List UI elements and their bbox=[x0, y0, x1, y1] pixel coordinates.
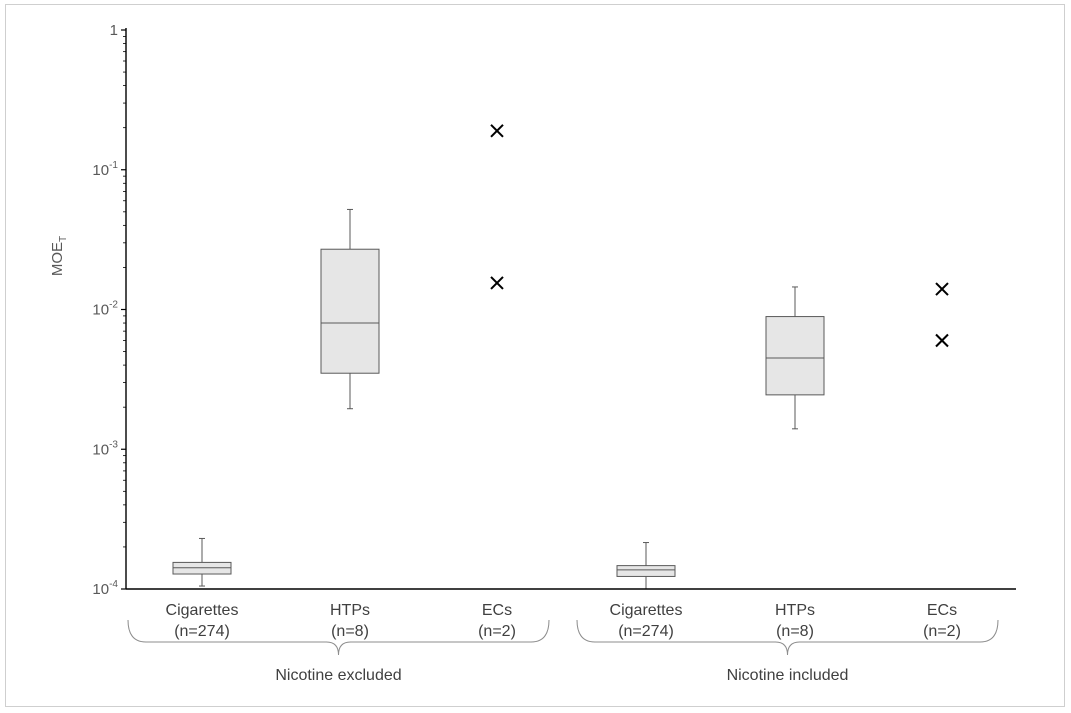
plot-area bbox=[172, 124, 949, 590]
category-labels: Cigarettes (n=274) HTPs (n=8) ECs (n=2) Cigare… bbox=[166, 602, 961, 640]
chart-frame bbox=[5, 4, 1065, 707]
group-braces: Nicotine excluded Nicotine included bbox=[127, 619, 999, 684]
svg-text:MOET: MOET bbox=[49, 236, 69, 276]
category-n-label: (n=8) bbox=[331, 623, 369, 640]
data-point-x-marker bbox=[490, 276, 504, 290]
marker-stroke bbox=[935, 282, 949, 296]
y-axis-title-sub: T bbox=[58, 236, 69, 242]
group-label: Nicotine excluded bbox=[275, 667, 401, 684]
y-axis-title: MOET bbox=[49, 236, 69, 276]
category-name-label: ECs bbox=[927, 602, 957, 619]
category-n-label: (n=274) bbox=[174, 623, 230, 640]
category-name-label: HTPs bbox=[330, 602, 370, 619]
marker-stroke bbox=[490, 276, 504, 290]
y-tick-label: 10-4 bbox=[92, 579, 118, 598]
y-axis-ticks: 1 10-1 10-2 10-3 10-4 bbox=[92, 22, 126, 598]
category-n-label: (n=2) bbox=[923, 623, 961, 640]
axes bbox=[125, 28, 1016, 590]
category-n-label: (n=274) bbox=[618, 623, 674, 640]
y-axis-title-main: MOE bbox=[49, 242, 66, 276]
data-point-x-marker bbox=[935, 333, 949, 348]
group-brace bbox=[576, 619, 999, 656]
data-point-x-marker bbox=[935, 282, 949, 296]
y-tick-label: 10-3 bbox=[92, 439, 118, 458]
group-brace bbox=[127, 619, 550, 656]
box-iqr bbox=[320, 248, 380, 374]
box-iqr bbox=[616, 565, 676, 577]
category-name-label: Cigarettes bbox=[610, 602, 683, 619]
category-name-label: HTPs bbox=[775, 602, 815, 619]
category-n-label: (n=8) bbox=[776, 623, 814, 640]
category-name-label: ECs bbox=[482, 602, 512, 619]
data-point-x-marker bbox=[490, 124, 504, 138]
box-iqr bbox=[765, 316, 825, 396]
y-tick-label: 1 bbox=[110, 22, 118, 39]
marker-stroke bbox=[490, 124, 504, 138]
y-tick-label: 10-1 bbox=[92, 160, 118, 179]
category-name-label: Cigarettes bbox=[166, 602, 239, 619]
marker-stroke bbox=[935, 333, 949, 348]
y-tick-label: 10-2 bbox=[92, 300, 118, 319]
group-label: Nicotine included bbox=[727, 667, 849, 684]
category-n-label: (n=2) bbox=[478, 623, 516, 640]
